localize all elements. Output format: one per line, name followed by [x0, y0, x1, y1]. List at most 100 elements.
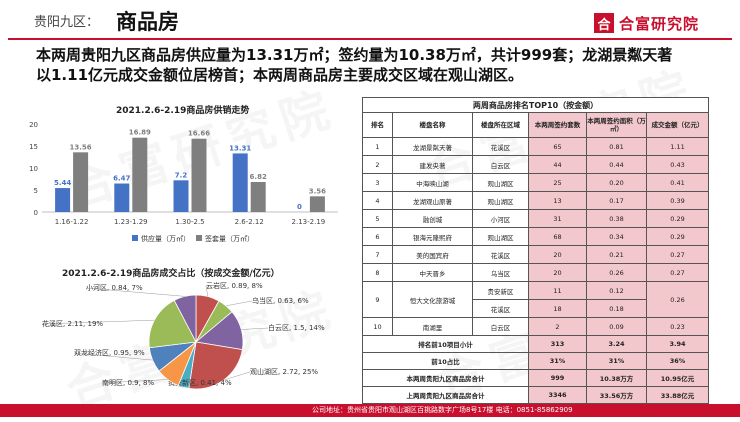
pie-slice-label: 花溪区, 2.11, 19%	[42, 319, 103, 328]
bar	[114, 183, 130, 212]
table-cell: 中海映山湖	[392, 173, 473, 192]
x-tick-label: 1.16-1.22	[55, 218, 89, 226]
x-tick-label: 1.23-1.29	[114, 218, 148, 226]
table-row: 7 美的国宾府 花溪区 20 0.21 0.27	[362, 245, 710, 264]
table-cell: 6	[362, 227, 393, 246]
table-cell: 贵安新区	[472, 281, 529, 300]
x-tick-label: 1.30-2.5	[175, 218, 204, 226]
table-cell: 1	[362, 137, 393, 156]
table-cell: 1.11	[645, 137, 710, 156]
y-tick-label: 10	[29, 165, 38, 173]
bar	[73, 152, 89, 212]
logo-mark-icon: 合	[594, 13, 614, 33]
bar-chart: 0 5 10 15 20 1.16-1.22 5.44 13.56 1.23-1.29 6.47 1…	[29, 121, 338, 243]
table-cell: 2	[528, 317, 587, 336]
leader-line	[225, 300, 253, 307]
pie-slice-label: 小河区, 0.84, 7%	[86, 283, 143, 292]
table-cell: 7	[362, 245, 393, 264]
table-row: 6 银海元隆熙府 观山湖区 68 0.34 0.29	[362, 227, 710, 246]
column-header: 楼盘名称	[392, 112, 473, 138]
summary-text: 本两周贵阳九区商品房供应量为13.31万㎡；签约量为10.38万㎡，共计999套…	[36, 46, 673, 84]
table-row: 10 南湖里 白云区 2 0.09 0.23	[362, 317, 710, 336]
table-cell: 0.34	[586, 227, 647, 246]
table-cell: 31	[528, 209, 587, 228]
table-cell: 9	[362, 281, 393, 318]
table-cell: 18	[528, 299, 587, 318]
header-divider	[8, 38, 732, 40]
region-label: 贵阳九区：	[34, 15, 100, 30]
data-label: 7.2	[175, 171, 188, 179]
table-cell: 0.26	[586, 263, 647, 282]
table-cell: 花溪区	[472, 245, 529, 264]
table-cell: 31%	[528, 352, 587, 370]
company-logo: 合 合富研究院	[594, 12, 699, 34]
table-cell: 13	[528, 191, 587, 210]
pie-slice-label: 观山湖区, 2.72, 25%	[250, 367, 318, 376]
table-cell: 999	[528, 369, 587, 387]
leader-line	[41, 319, 155, 325]
table-cell: 花溪区	[472, 137, 529, 156]
table-cell: 上两周贵阳九区商品房合计	[362, 386, 529, 404]
table-row: 8 中天晋乡 乌当区 20 0.26 0.27	[362, 263, 710, 282]
pie-chart: 云岩区, 0.89, 8% 乌当区, 0.63, 6% 白云区, 1.5, 14% 观…	[41, 281, 325, 390]
table-cell: 36%	[645, 352, 710, 370]
table-cell: 4	[362, 191, 393, 210]
table-cell: 排名前10项目小计	[362, 335, 529, 353]
table-cell: 20	[528, 245, 587, 264]
table-cell: 20	[528, 263, 587, 282]
bar	[191, 138, 207, 212]
x-tick-label: 2.13-2.19	[292, 218, 326, 226]
table-cell: 白云区	[472, 317, 529, 336]
table-row: 3 中海映山湖 观山湖区 25 0.20 0.41	[362, 173, 710, 192]
table-cell: 10.95亿元	[645, 369, 710, 387]
data-label: 16.89	[129, 129, 151, 137]
table-cell: 31%	[586, 352, 647, 370]
table-cell: 0.29	[645, 227, 710, 246]
column-header: 楼盘所在区域	[472, 112, 529, 138]
summary-row: 本两周贵阳九区商品房合计 999 10.38万方 10.95亿元	[362, 369, 710, 387]
summary-row: 排名前10项目小计 313 3.24 3.94	[362, 335, 710, 353]
table-cell: 花溪区	[472, 299, 529, 318]
bar	[173, 180, 189, 212]
bar	[132, 137, 148, 212]
column-header: 本两周签约套数	[528, 112, 587, 138]
bar	[250, 181, 266, 212]
bar	[55, 188, 71, 212]
data-label: 16.66	[188, 130, 210, 138]
leader-line	[205, 285, 209, 297]
column-header: 排名	[362, 112, 393, 138]
table-cell: 乌当区	[472, 263, 529, 282]
table-cell: 观山湖区	[472, 227, 529, 246]
table-cell: 南湖里	[392, 317, 473, 336]
table-cell: 313	[528, 335, 587, 353]
bar	[232, 153, 248, 212]
table-cell: 0.39	[645, 191, 710, 210]
y-tick-label: 15	[29, 143, 38, 151]
table-cell: 3.94	[645, 335, 710, 353]
column-header: 本两周签约面积（万㎡）	[586, 112, 647, 138]
summary-row: 前10占比 31% 31% 36%	[362, 352, 710, 370]
table-cell: 65	[528, 137, 587, 156]
table-cell: 3346	[528, 386, 587, 404]
table-cell: 0.81	[586, 137, 647, 156]
legend-swatch	[132, 235, 138, 241]
table-cell: 龙湖观山原著	[392, 191, 473, 210]
footer-bar: 公司地址：贵州省贵阳市观山湖区百挑路数字广场8号17楼 电话：0851-8586…	[0, 404, 740, 417]
data-label: 6.47	[113, 175, 130, 183]
pie-slice-label: 白云区, 1.5, 14%	[268, 323, 325, 332]
table-row: 9 恒大文化旅游城 贵安新区 11 0.12 0.26	[362, 281, 710, 318]
table-cell: 观山湖区	[472, 173, 529, 192]
table-cell: 0.20	[586, 173, 647, 192]
data-label: 3.56	[309, 187, 326, 195]
table-row: 花溪区 18 0.18	[363, 299, 709, 318]
table-cell: 5	[362, 209, 393, 228]
footer-contact: 公司地址：贵州省贵阳市观山湖区百挑路数字广场8号17楼 电话：0851-8586…	[312, 406, 573, 414]
pie-slice	[188, 341, 243, 390]
leader-line	[167, 382, 184, 388]
table-cell: 0.27	[645, 245, 710, 264]
table-cell: 恒大文化旅游城	[392, 281, 473, 318]
pie-slice-label: 贵安新区, 0.41, 4%	[168, 378, 232, 387]
y-tick-label: 0	[34, 209, 38, 217]
legend-swatch	[196, 235, 202, 241]
summary-row: 上两周贵阳九区商品房合计 3346 33.56万方 33.88亿元	[362, 386, 710, 404]
